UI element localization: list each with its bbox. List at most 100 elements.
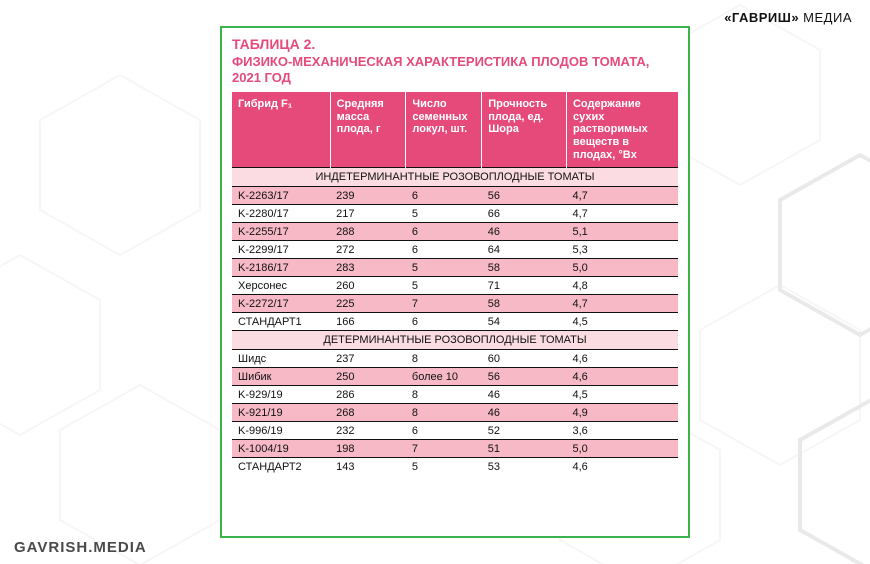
table-cell: K-2272/17 [232,295,330,313]
table-cell: более 10 [406,368,482,386]
table-cell: 71 [482,277,567,295]
table-cell: СТАНДАРТ2 [232,458,330,476]
table-cell: 6 [406,223,482,241]
table-row: K-2299/172726645,3 [232,241,678,259]
table-cell: 250 [330,368,406,386]
table-cell: 288 [330,223,406,241]
table-row: K-1004/191987515,0 [232,440,678,458]
table-row: Херсонес2605714,8 [232,277,678,295]
table-cell: 4,7 [566,295,678,313]
section-row: ИНДЕТЕРМИНАНТНЫЕ РОЗОВОПЛОДНЫЕ ТОМАТЫ [232,168,678,187]
table-cell: K-2255/17 [232,223,330,241]
table-row: СТАНДАРТ11666544,5 [232,313,678,331]
table-cell: 7 [406,295,482,313]
table-row: K-929/192868464,5 [232,386,678,404]
table-cell: K-996/19 [232,422,330,440]
table-row: K-2272/172257584,7 [232,295,678,313]
table-cell: 217 [330,205,406,223]
table-cell: 4,6 [566,368,678,386]
table-cell: 283 [330,259,406,277]
table-cell: 5 [406,458,482,476]
table-cell: 53 [482,458,567,476]
table-cell: 198 [330,440,406,458]
table-cell: 268 [330,404,406,422]
brand-bottom: GAVRISH.MEDIA [14,539,147,556]
table-cell: 51 [482,440,567,458]
table-cell: 4,9 [566,404,678,422]
table-cell: 143 [330,458,406,476]
table-cell: 56 [482,187,567,205]
table-cell: 4,7 [566,187,678,205]
table-cell: 4,7 [566,205,678,223]
table-row: Шибик250более 10564,6 [232,368,678,386]
table-cell: 56 [482,368,567,386]
table-row: K-2280/172175664,7 [232,205,678,223]
table-cell: 64 [482,241,567,259]
table-cell: 46 [482,386,567,404]
table-cell: 5 [406,205,482,223]
section-row: ДЕТЕРМИНАНТНЫЕ РОЗОВОПЛОДНЫЕ ТОМАТЫ [232,331,678,350]
table-title-2: ФИЗИКО-МЕХАНИЧЕСКАЯ ХАРАКТЕРИСТИКА ПЛОДО… [232,54,678,87]
table-cell: СТАНДАРТ1 [232,313,330,331]
table-cell: 4,6 [566,458,678,476]
header-row: Гибрид F₁ Средняя масса плода, г Число с… [232,92,678,168]
table-cell: 232 [330,422,406,440]
col-header: Число семенных локул, шт. [406,92,482,168]
table-cell: 272 [330,241,406,259]
table-cell: 260 [330,277,406,295]
table-cell: 66 [482,205,567,223]
brand-top-rest: МЕДИА [799,10,852,25]
table-cell: K-2263/17 [232,187,330,205]
table-cell: 6 [406,313,482,331]
brand-top-bold: «ГАВРИШ» [724,10,799,25]
table-cell: 5,1 [566,223,678,241]
section-label: ИНДЕТЕРМИНАНТНЫЕ РОЗОВОПЛОДНЫЕ ТОМАТЫ [232,168,678,187]
table-cell: K-929/19 [232,386,330,404]
table-frame: ТАБЛИЦА 2. ФИЗИКО-МЕХАНИЧЕСКАЯ ХАРАКТЕРИ… [220,26,690,538]
table-cell: 5 [406,259,482,277]
table-cell: 4,5 [566,386,678,404]
table-cell: 4,5 [566,313,678,331]
table-row: СТАНДАРТ21435534,6 [232,458,678,476]
table-title-1: ТАБЛИЦА 2. [232,36,678,54]
table-cell: 6 [406,241,482,259]
section-label: ДЕТЕРМИНАНТНЫЕ РОЗОВОПЛОДНЫЕ ТОМАТЫ [232,331,678,350]
table-cell: 54 [482,313,567,331]
table-cell: 239 [330,187,406,205]
table-cell: K-921/19 [232,404,330,422]
table-cell: 5,0 [566,259,678,277]
col-header: Средняя масса плода, г [330,92,406,168]
table-cell: Херсонес [232,277,330,295]
table-cell: 3,6 [566,422,678,440]
table-row: K-2263/172396564,7 [232,187,678,205]
table-cell: 286 [330,386,406,404]
col-header: Гибрид F₁ [232,92,330,168]
table-cell: 6 [406,187,482,205]
table-cell: 60 [482,350,567,368]
table-cell: 8 [406,386,482,404]
table-cell: 225 [330,295,406,313]
table-cell: Шибик [232,368,330,386]
table-row: K-921/192688464,9 [232,404,678,422]
table-cell: 4,6 [566,350,678,368]
table-cell: Шидс [232,350,330,368]
table-cell: 58 [482,295,567,313]
col-header: Прочность плода, ед. Шора [482,92,567,168]
table-cell: 52 [482,422,567,440]
table-row: K-996/192326523,6 [232,422,678,440]
table-cell: 5,0 [566,440,678,458]
data-table: Гибрид F₁ Средняя масса плода, г Число с… [232,92,678,475]
table-cell: K-1004/19 [232,440,330,458]
table-cell: 166 [330,313,406,331]
table-cell: K-2186/17 [232,259,330,277]
table-row: K-2255/172886465,1 [232,223,678,241]
table-cell: 7 [406,440,482,458]
table-row: Шидс2378604,6 [232,350,678,368]
table-cell: 58 [482,259,567,277]
table-cell: 8 [406,350,482,368]
table-cell: 4,8 [566,277,678,295]
table-cell: K-2299/17 [232,241,330,259]
table-cell: 5 [406,277,482,295]
brand-top: «ГАВРИШ» МЕДИА [724,10,852,25]
col-header: Содержание сухих растворимых веществ в п… [566,92,678,168]
